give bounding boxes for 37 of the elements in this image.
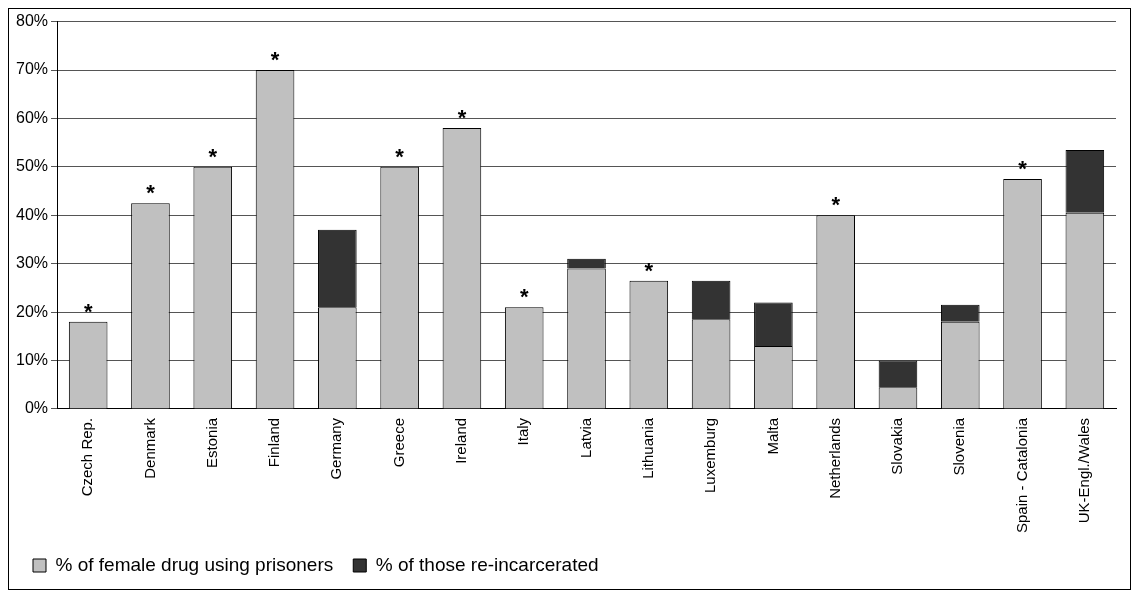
x-tick-label: UK-Engl./Wales xyxy=(1074,417,1092,524)
x-tick-label: Netherlands xyxy=(825,417,843,499)
x-tick-label: Italy xyxy=(514,417,532,446)
annotation: * xyxy=(831,192,841,218)
x-tick-label: Slovakia xyxy=(888,417,906,475)
x-tick-label: Denmark xyxy=(140,417,158,479)
y-tick-label: 0% xyxy=(24,399,49,417)
annotation: * xyxy=(395,143,405,169)
x-tick-label: Spain - Catalonia xyxy=(1012,417,1030,534)
x-tick-label: Malta xyxy=(763,417,781,455)
legend-label: % of those re-incarcerated xyxy=(375,553,599,575)
x-tick-label: Ireland xyxy=(452,417,470,464)
x-tick-label: Slovenia xyxy=(950,417,968,476)
legend-label: % of female drug using prisoners xyxy=(55,553,334,575)
x-tick-label: Luxemburg xyxy=(701,417,719,493)
y-tick-label: 20% xyxy=(15,302,49,320)
y-tick-label: 80% xyxy=(15,12,49,30)
x-tick-label: Latvia xyxy=(576,417,594,458)
y-tick-label: 10% xyxy=(15,350,49,368)
x-tick-label: Greece xyxy=(389,417,407,468)
y-tick-label: 40% xyxy=(15,205,49,223)
y-tick-label: 30% xyxy=(15,254,49,272)
x-tick-label: Lithuania xyxy=(638,417,656,479)
annotation: * xyxy=(270,47,280,73)
annotation: * xyxy=(519,284,529,310)
annotation: * xyxy=(208,143,218,169)
x-tick-label: Czech Rep. xyxy=(78,417,96,497)
x-tick-label: Germany xyxy=(327,417,345,480)
y-tick-label: 50% xyxy=(15,157,49,175)
annotation: * xyxy=(457,105,467,131)
x-tick-label: Finland xyxy=(265,417,283,468)
y-tick-label: 70% xyxy=(15,60,49,78)
annotation: * xyxy=(83,298,93,324)
annotation: * xyxy=(644,257,654,283)
x-tick-label: Estonia xyxy=(202,417,220,468)
y-tick-label: 60% xyxy=(15,108,49,126)
annotation: * xyxy=(146,180,156,206)
